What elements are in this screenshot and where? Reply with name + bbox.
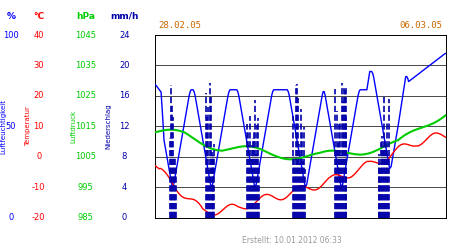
Text: Erstellt: 10.01.2012 06:33: Erstellt: 10.01.2012 06:33 xyxy=(242,236,342,245)
Text: Luftdruck: Luftdruck xyxy=(70,110,76,143)
Text: 12: 12 xyxy=(119,122,130,131)
Text: 20: 20 xyxy=(119,61,130,70)
Text: mm/h: mm/h xyxy=(110,12,139,21)
Text: 995: 995 xyxy=(77,182,93,192)
Text: -20: -20 xyxy=(32,213,45,222)
Text: 40: 40 xyxy=(34,30,44,40)
Text: 100: 100 xyxy=(3,30,19,40)
Text: 20: 20 xyxy=(34,91,44,100)
Text: 0: 0 xyxy=(36,152,41,161)
Text: 50: 50 xyxy=(5,122,16,131)
Text: %: % xyxy=(6,12,15,21)
Text: 16: 16 xyxy=(119,91,130,100)
Text: -10: -10 xyxy=(32,182,45,192)
Text: 10: 10 xyxy=(34,122,44,131)
Text: 8: 8 xyxy=(122,152,127,161)
Text: 0: 0 xyxy=(8,213,14,222)
Text: hPa: hPa xyxy=(76,12,95,21)
Text: 1045: 1045 xyxy=(75,30,96,40)
Text: °C: °C xyxy=(33,12,45,21)
Text: Niederschlag: Niederschlag xyxy=(106,104,112,149)
Text: Luftfeuchtigkeit: Luftfeuchtigkeit xyxy=(0,99,6,154)
Text: 1015: 1015 xyxy=(75,122,96,131)
Text: 24: 24 xyxy=(119,30,130,40)
Text: 1035: 1035 xyxy=(75,61,96,70)
Text: 28.02.05: 28.02.05 xyxy=(158,20,201,30)
Text: Temperatur: Temperatur xyxy=(25,106,31,146)
Text: 1025: 1025 xyxy=(75,91,96,100)
Text: 1005: 1005 xyxy=(75,152,96,161)
Text: 06.03.05: 06.03.05 xyxy=(400,20,443,30)
Text: 4: 4 xyxy=(122,182,127,192)
Text: 985: 985 xyxy=(77,213,93,222)
Text: 0: 0 xyxy=(122,213,127,222)
Text: 30: 30 xyxy=(33,61,44,70)
